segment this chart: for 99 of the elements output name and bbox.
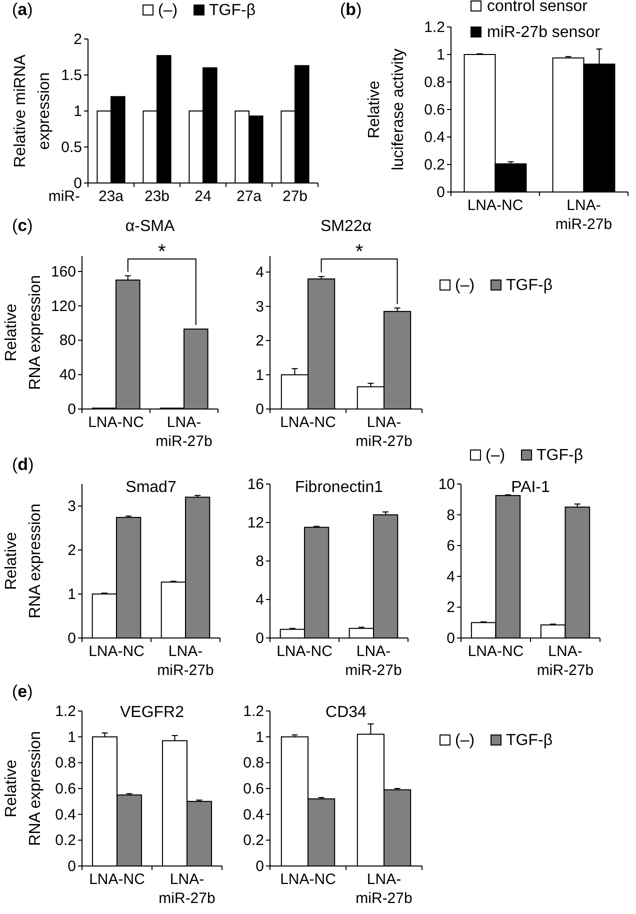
chart-title: α-SMA: [125, 218, 175, 235]
y-tick-label: 0.2: [424, 156, 445, 174]
y-tick-label: 0.2: [243, 832, 264, 850]
chart-subtitle: (a): [12, 0, 33, 19]
y-tick-label: 8: [446, 506, 455, 524]
chart-subtitle: (c): [12, 216, 33, 235]
y-tick-label: 0.4: [424, 129, 445, 146]
y-tick-label: 3: [68, 498, 76, 515]
y-tick-label: 0: [436, 184, 445, 201]
y-tick-label: 10: [438, 476, 455, 493]
y-tick-label: 1.2: [424, 19, 445, 36]
annotation: *: [158, 241, 166, 263]
x-tick-label: 23a: [98, 188, 124, 205]
legend-label: TGF-β: [209, 2, 256, 19]
x-tick-label: 24: [194, 188, 212, 205]
x-tick-label: 27a: [236, 188, 262, 205]
y-tick-label: 0: [68, 858, 76, 875]
y-tick-label: 0.2: [55, 832, 76, 850]
y-tick-label: 0.8: [55, 754, 76, 772]
x-tick-label: 27b: [282, 188, 308, 205]
y-tick-label: 1.2: [55, 703, 76, 720]
y-tick-label: 0: [68, 630, 76, 647]
y-tick-label: 8: [256, 553, 264, 570]
legend-label: (–): [486, 447, 506, 464]
legend-label: TGF-β: [506, 732, 553, 749]
y-tick-label: 0.8: [424, 74, 445, 91]
y-tick-label: 1.2: [243, 703, 264, 720]
y-axis-title: Relative RNA expression: [3, 504, 44, 618]
chart-title: CD34: [326, 704, 367, 721]
annotation: *: [355, 241, 364, 263]
chart-title: VEGFR2: [120, 704, 184, 721]
legend-label: TGF-β: [506, 277, 553, 294]
x-tick-label: LNA-miR-27b: [555, 197, 612, 233]
y-tick-label: 0: [446, 630, 455, 647]
y-tick-label: 0: [256, 858, 264, 875]
legend-label: miR-27b sensor: [487, 24, 601, 41]
y-tick-label: 0.5: [61, 139, 82, 156]
y-tick-label: 40: [59, 366, 76, 384]
y-axis-title: Relative luciferase activity: [366, 48, 407, 170]
y-tick-label: 1: [68, 586, 76, 603]
y-tick-label: 6: [446, 538, 455, 555]
y-tick-label: 4: [256, 592, 264, 608]
y-tick-label: 0: [68, 401, 76, 418]
chart-title: SM22α: [320, 218, 372, 235]
x-tick-label: LNA-NC: [88, 414, 144, 431]
x-tick-label: LNA-NC: [276, 643, 333, 660]
y-tick-label: 2: [446, 599, 455, 616]
y-tick-label: 4: [446, 568, 455, 586]
y-tick-label: 1.5: [61, 67, 82, 84]
y-tick-label: 1: [68, 728, 76, 746]
y-tick-label: 1: [256, 728, 264, 746]
y-tick-label: 2: [256, 332, 264, 350]
x-tick-label: LNA-NC: [468, 643, 524, 660]
x-tick-label: LNA-miR-27b: [158, 871, 216, 907]
chart-subtitle: (b): [340, 0, 362, 19]
y-tick-label: 16: [247, 476, 264, 493]
chart-subtitle: (d): [12, 455, 34, 474]
y-tick-label: 2: [74, 31, 82, 48]
y-tick-label: 0: [256, 401, 264, 418]
y-tick-label: 0.4: [243, 806, 264, 824]
x-tick-label: LNA-miR-27b: [356, 414, 412, 450]
x-tick-label: LNA-miR-27b: [536, 643, 594, 679]
y-tick-label: 2: [68, 542, 76, 559]
y-axis-title: Relative RNA expression: [3, 275, 44, 390]
chart-title: Fibronectin1: [294, 479, 384, 496]
x-tick-label: LNA-NC: [280, 414, 336, 431]
y-tick-label: 0.6: [424, 102, 445, 118]
legend-label: (–): [455, 732, 475, 749]
legend-label: (–): [158, 2, 178, 19]
y-tick-label: 80: [59, 332, 76, 350]
y-tick-label: 0: [256, 630, 264, 647]
chart-subtitle: (e): [12, 682, 33, 701]
x-tick-label: LNA-miR-27b: [157, 643, 214, 679]
y-tick-label: 0.4: [55, 806, 76, 824]
chart-title: Smad7: [126, 479, 176, 496]
y-tick-label: 1: [436, 46, 445, 64]
y-axis-title: Relative RNA expression: [3, 731, 44, 846]
legend-label: TGF-β: [536, 447, 584, 464]
x-tick-label: LNA-NC: [88, 643, 145, 660]
y-tick-label: 0.8: [243, 754, 264, 772]
chart-title: PAI-1: [511, 479, 550, 496]
x-tick-label: LNA-NC: [89, 871, 146, 888]
y-tick-label: 0.6: [55, 780, 76, 798]
y-tick-label: 3: [256, 298, 264, 316]
x-tick-label: LNA-miR-27b: [356, 871, 412, 907]
y-tick-label: 4: [256, 264, 264, 282]
y-tick-label: 12: [247, 514, 264, 532]
x-tick-label: LNA-miR-27b: [345, 643, 402, 679]
x-tick-label: LNA-NC: [280, 871, 336, 888]
legend-label: (–): [455, 277, 475, 294]
y-tick-label: 1: [74, 103, 82, 120]
x-tick-label: LNA-miR-27b: [156, 414, 212, 450]
y-tick-label: 0.6: [243, 780, 264, 798]
y-axis-title: Relative miRNA expression: [12, 54, 53, 168]
y-tick-label: 120: [50, 298, 76, 315]
x-tick-label: LNA-NC: [467, 197, 524, 214]
y-tick-label: 160: [50, 263, 76, 280]
y-tick-label: 1: [256, 366, 264, 384]
x-tick-label: 23b: [144, 188, 170, 205]
